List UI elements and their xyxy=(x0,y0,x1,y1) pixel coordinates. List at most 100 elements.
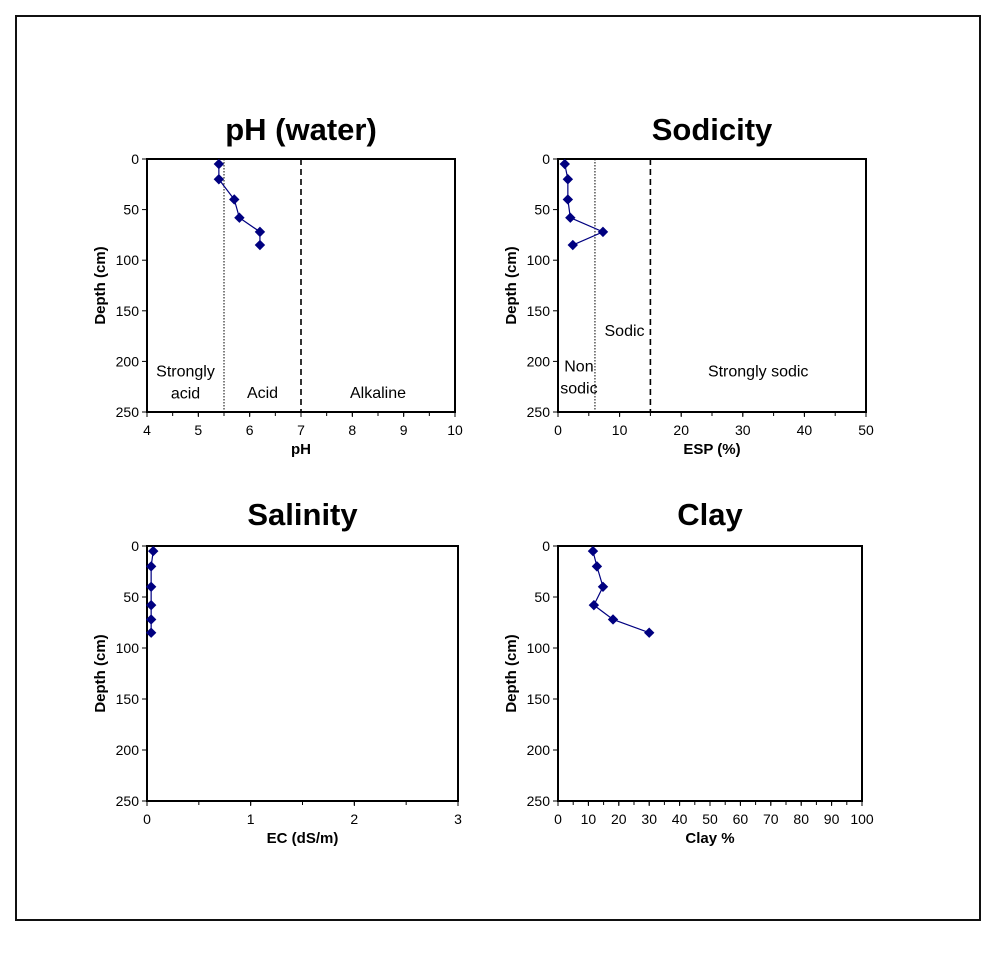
y-tick-label: 50 xyxy=(123,202,139,218)
y-tick-label: 200 xyxy=(527,353,551,369)
data-point-marker xyxy=(591,561,603,572)
y-tick-label: 0 xyxy=(542,151,550,167)
data-point-marker xyxy=(213,174,225,185)
data-point-marker xyxy=(588,599,600,611)
x-tick-label: 9 xyxy=(400,422,408,438)
zone-label-line: Strongly xyxy=(156,364,215,381)
y-tick-label: 250 xyxy=(527,404,551,420)
data-point-marker xyxy=(559,158,570,170)
y-tick-label: 100 xyxy=(527,252,551,268)
x-tick-label: 7 xyxy=(297,422,305,438)
zone-label-line: Alkaline xyxy=(350,385,406,402)
y-tick-label: 0 xyxy=(542,538,550,554)
data-point-marker xyxy=(254,226,266,238)
y-tick-label: 100 xyxy=(116,640,140,656)
y-tick-label: 150 xyxy=(116,303,140,319)
data-point-marker xyxy=(562,174,574,185)
series-line xyxy=(592,550,650,634)
zone-label: Acid xyxy=(247,385,278,402)
y-tick-label: 150 xyxy=(527,303,551,319)
chart-title: Clay xyxy=(677,497,743,532)
x-tick-label: 10 xyxy=(447,422,463,438)
y-tick-label: 100 xyxy=(527,640,551,656)
x-tick-label: 50 xyxy=(702,811,718,827)
x-tick-label: 20 xyxy=(673,422,689,438)
x-tick-label: 30 xyxy=(735,422,751,438)
data-point-marker xyxy=(229,194,240,205)
x-axis-label: pH xyxy=(291,441,311,458)
x-tick-label: 5 xyxy=(194,422,202,438)
y-tick-label: 250 xyxy=(116,793,140,809)
x-tick-label: 6 xyxy=(246,422,254,438)
data-point-marker xyxy=(148,545,159,557)
data-point-marker xyxy=(145,627,157,638)
data-point-marker xyxy=(213,158,225,170)
zone-label-line: Sodic xyxy=(605,323,645,340)
zone-label-line: acid xyxy=(171,386,200,403)
y-axis-label: Depth (cm) xyxy=(503,634,520,712)
data-point-marker xyxy=(607,614,619,625)
y-tick-label: 200 xyxy=(116,742,140,758)
data-point-marker xyxy=(145,599,157,611)
y-tick-label: 200 xyxy=(116,353,140,369)
x-tick-label: 80 xyxy=(793,811,809,827)
data-point-marker xyxy=(597,581,609,593)
y-axis-label: Depth (cm) xyxy=(503,246,520,324)
chart-title: pH (water) xyxy=(225,112,377,147)
y-tick-label: 50 xyxy=(123,589,139,605)
x-axis-label: Clay % xyxy=(685,830,734,847)
plot-area xyxy=(146,545,459,802)
series-line xyxy=(218,164,261,246)
zone-label: Strongly sodic xyxy=(708,364,809,381)
chart-title: Salinity xyxy=(247,497,358,532)
data-point-marker xyxy=(587,545,599,557)
x-axis-label: EC (dS/m) xyxy=(267,830,339,847)
y-tick-label: 150 xyxy=(527,691,551,707)
data-point-marker xyxy=(565,212,576,223)
x-tick-label: 40 xyxy=(672,811,688,827)
zone-label-line: Strongly sodic xyxy=(708,364,809,381)
data-point-marker xyxy=(145,561,157,572)
zone-label-line: Non xyxy=(564,359,593,376)
x-tick-label: 50 xyxy=(858,422,874,438)
figure-frame xyxy=(15,15,981,921)
y-tick-label: 0 xyxy=(131,538,139,554)
x-tick-label: 100 xyxy=(850,811,874,827)
y-tick-label: 0 xyxy=(131,151,139,167)
x-tick-label: 10 xyxy=(612,422,628,438)
y-tick-label: 100 xyxy=(116,252,140,268)
data-point-marker xyxy=(643,627,655,638)
x-tick-label: 20 xyxy=(611,811,627,827)
zone-label-line: sodic xyxy=(560,381,597,398)
y-tick-label: 150 xyxy=(116,691,140,707)
y-tick-label: 250 xyxy=(116,404,140,420)
y-tick-label: 250 xyxy=(527,793,551,809)
y-axis-label: Depth (cm) xyxy=(92,246,109,324)
x-tick-label: 1 xyxy=(247,811,255,827)
y-tick-label: 200 xyxy=(527,742,551,758)
data-point-marker xyxy=(254,239,266,251)
x-tick-label: 8 xyxy=(348,422,356,438)
y-axis-label: Depth (cm) xyxy=(92,634,109,712)
x-tick-label: 30 xyxy=(641,811,657,827)
x-tick-label: 60 xyxy=(733,811,749,827)
data-point-marker xyxy=(234,212,245,223)
x-tick-label: 10 xyxy=(581,811,597,827)
x-tick-label: 90 xyxy=(824,811,840,827)
x-tick-label: 40 xyxy=(797,422,813,438)
data-point-marker xyxy=(567,239,578,251)
x-tick-label: 0 xyxy=(143,811,151,827)
x-tick-label: 70 xyxy=(763,811,779,827)
series-line xyxy=(564,163,605,246)
y-tick-label: 50 xyxy=(534,202,550,218)
x-tick-label: 0 xyxy=(554,422,562,438)
zone-label: Strongly acid xyxy=(156,364,215,403)
y-tick-label: 50 xyxy=(534,589,550,605)
zone-label-line: Acid xyxy=(247,385,278,402)
data-point-marker xyxy=(145,614,157,625)
